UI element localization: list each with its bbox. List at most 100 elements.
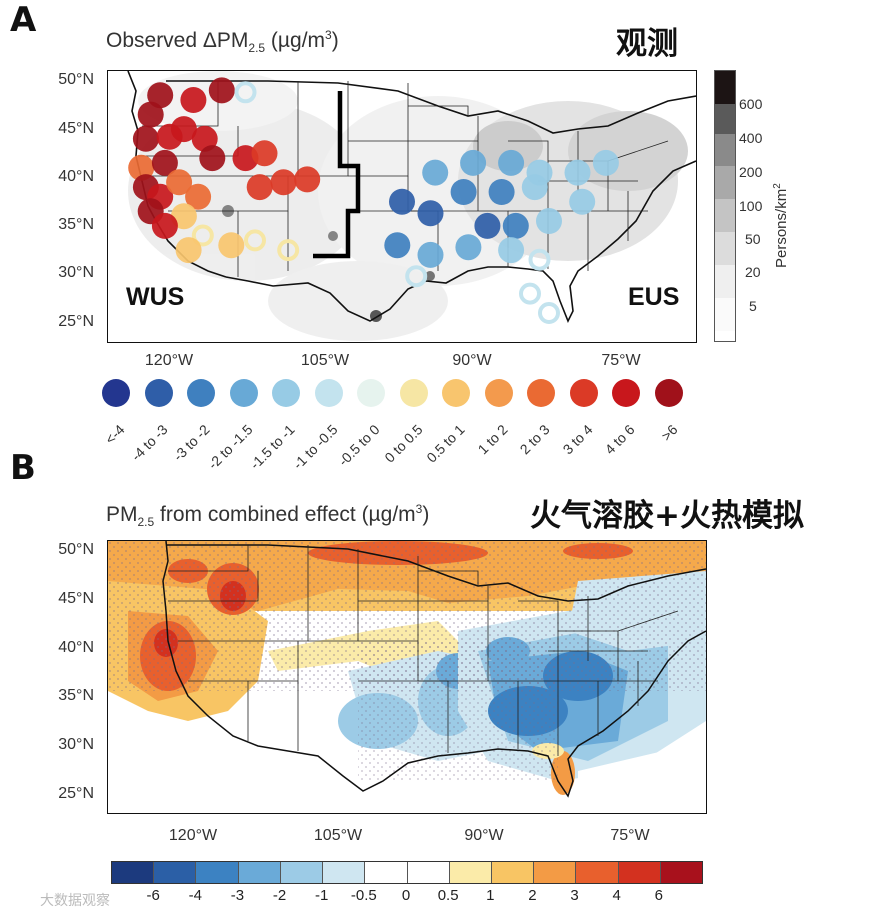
- station-point-eus: [389, 188, 415, 215]
- station-point-eus: [460, 149, 487, 176]
- station-point-eus: [417, 200, 444, 227]
- lon-label: 75°W: [610, 827, 650, 844]
- colorbar-tick-label: -3: [230, 887, 245, 904]
- legend-swatch: [484, 379, 513, 407]
- lat-label: 50°N: [58, 71, 94, 88]
- colorbar-tick-label: -4: [188, 887, 202, 904]
- legend-swatch: [399, 379, 428, 407]
- panel-a-title: Observed ΔPM2.5 (µg/m3): [106, 28, 339, 56]
- colorbar-tick-label: -2: [272, 887, 287, 904]
- station-point-eus: [455, 234, 482, 261]
- panel-b-map: [107, 540, 707, 814]
- panel-a-points: [128, 77, 619, 324]
- lon-label: 120°W: [168, 827, 218, 844]
- colorbar-cell: [576, 862, 619, 883]
- colorbar-cell: [280, 862, 324, 883]
- colorbar-cell: [407, 862, 450, 883]
- lon-label: 90°W: [452, 352, 492, 369]
- legend-swatch: [187, 379, 215, 407]
- legend-swatch: [102, 379, 130, 407]
- colorbar-cell: [323, 862, 366, 883]
- region-label-wus: WUS: [126, 283, 185, 311]
- station-point-eus: [502, 212, 529, 239]
- panel-b-field: [108, 541, 706, 813]
- legend-swatch: [144, 379, 173, 407]
- station-point-eus: [405, 265, 428, 288]
- station-point-wus: [156, 123, 183, 150]
- panel-b-colorbar: [111, 861, 703, 884]
- colorbar-cell: [365, 862, 408, 883]
- station-point-wus: [137, 101, 164, 128]
- station-point-wus: [191, 224, 214, 247]
- colorbar-tick-label: 2: [528, 887, 537, 904]
- population-unit: Persons/km2: [772, 183, 790, 268]
- station-point-eus: [498, 237, 525, 264]
- lat-label: 25°N: [58, 785, 94, 802]
- legend-swatch: [654, 379, 683, 407]
- colorbar-tick-label: -0.5: [350, 887, 377, 904]
- lon-label: 75°W: [601, 352, 641, 369]
- lat-label: 40°N: [58, 639, 94, 656]
- legend-swatch: [272, 379, 300, 407]
- panel-b-letter: B: [10, 448, 36, 488]
- panel-a-letter: A: [10, 0, 37, 40]
- legend-swatch: [569, 379, 598, 407]
- station-point-eus: [564, 159, 591, 186]
- station-point-eus: [384, 232, 411, 259]
- station-point-wus: [199, 145, 226, 172]
- lon-label: 120°W: [144, 352, 194, 369]
- lat-label: 25°N: [58, 313, 94, 330]
- station-point-wus: [270, 169, 297, 196]
- station-point-eus: [528, 248, 551, 271]
- station-point-wus: [277, 239, 300, 262]
- station-point-wus: [132, 125, 159, 152]
- panel-a-cn-label: 观测: [616, 26, 678, 62]
- station-point-eus: [417, 241, 444, 268]
- lat-label: 45°N: [58, 590, 94, 607]
- colorbar-cell: [112, 862, 155, 883]
- pop-label: 600: [739, 96, 763, 112]
- watermark: 大数据观察: [40, 892, 110, 908]
- colorbar-cell: [660, 862, 703, 883]
- colorbar-cell: [238, 862, 281, 883]
- station-point-wus: [147, 82, 174, 109]
- station-point-eus: [450, 179, 477, 205]
- legend-swatch: [357, 379, 385, 407]
- region-label-eus: EUS: [628, 283, 680, 311]
- pop-label: 5: [749, 298, 757, 314]
- station-point-eus: [422, 159, 449, 186]
- station-point-eus: [474, 212, 501, 239]
- station-point-eus: [536, 208, 562, 234]
- panel-b-cn-label: 火气溶胶+火热模拟: [530, 498, 804, 534]
- panel-a-map: WUS EUS: [107, 70, 697, 343]
- lat-label: 30°N: [58, 264, 94, 281]
- colorbar-cell: [618, 862, 661, 883]
- lat-label: 35°N: [58, 216, 94, 233]
- colorbar-tick-label: -1: [315, 887, 329, 904]
- lon-label: 105°W: [313, 827, 363, 844]
- colorbar-tick-label: 1: [486, 887, 495, 904]
- station-point-eus: [538, 302, 560, 324]
- legend-swatch: [612, 379, 640, 407]
- station-point-wus: [246, 174, 273, 201]
- legend-swatch: [229, 379, 258, 407]
- lat-label: 45°N: [58, 120, 94, 137]
- station-point-wus: [175, 237, 202, 264]
- station-point-wus: [251, 140, 278, 167]
- legend-swatch: [442, 379, 470, 407]
- colorbar-tick-label: 3: [570, 887, 579, 904]
- lat-label: 40°N: [58, 168, 94, 185]
- legend-swatch: [527, 379, 555, 407]
- station-point-wus: [185, 183, 212, 210]
- station-point-wus: [151, 212, 178, 239]
- colorbar-cell: [534, 862, 577, 883]
- colorbar-cell: [154, 862, 197, 883]
- legend-swatch: [314, 379, 343, 407]
- lon-label: 105°W: [300, 352, 350, 369]
- station-point-eus: [488, 179, 515, 205]
- station-point-wus: [151, 149, 178, 176]
- colorbar-tick-label: 0.5: [437, 887, 459, 904]
- colorbar-cell: [491, 862, 535, 883]
- colorbar-tick-label: 0: [401, 887, 411, 904]
- colorbar-tick-label: 4: [612, 887, 621, 904]
